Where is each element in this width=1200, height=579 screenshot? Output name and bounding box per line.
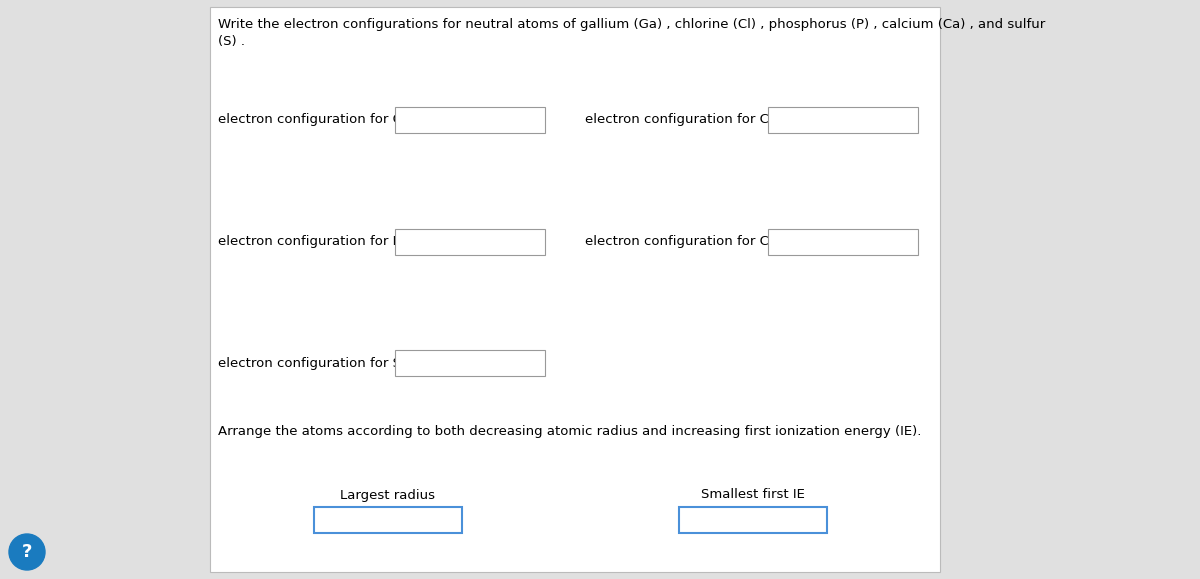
Text: Smallest first IE: Smallest first IE (701, 489, 805, 501)
FancyBboxPatch shape (395, 229, 545, 255)
FancyBboxPatch shape (679, 507, 827, 533)
FancyBboxPatch shape (314, 507, 462, 533)
Text: Arrange the atoms according to both decreasing atomic radius and increasing firs: Arrange the atoms according to both decr… (218, 426, 922, 438)
Text: ?: ? (22, 543, 32, 561)
Text: electron configuration for Ga:: electron configuration for Ga: (218, 113, 415, 126)
Text: Write the electron configurations for neutral atoms of gallium (Ga) , chlorine (: Write the electron configurations for ne… (218, 18, 1045, 31)
FancyBboxPatch shape (395, 350, 545, 376)
Text: electron configuration for P:: electron configuration for P: (218, 236, 406, 248)
Text: electron configuration for Cl:: electron configuration for Cl: (586, 113, 778, 126)
FancyBboxPatch shape (395, 107, 545, 133)
Text: electron configuration for S:: electron configuration for S: (218, 357, 406, 369)
FancyBboxPatch shape (210, 7, 940, 572)
Text: electron configuration for Ca:: electron configuration for Ca: (586, 236, 781, 248)
Text: (S) .: (S) . (218, 35, 245, 48)
FancyBboxPatch shape (768, 229, 918, 255)
FancyBboxPatch shape (768, 107, 918, 133)
Circle shape (10, 534, 46, 570)
Text: Largest radius: Largest radius (341, 489, 436, 501)
